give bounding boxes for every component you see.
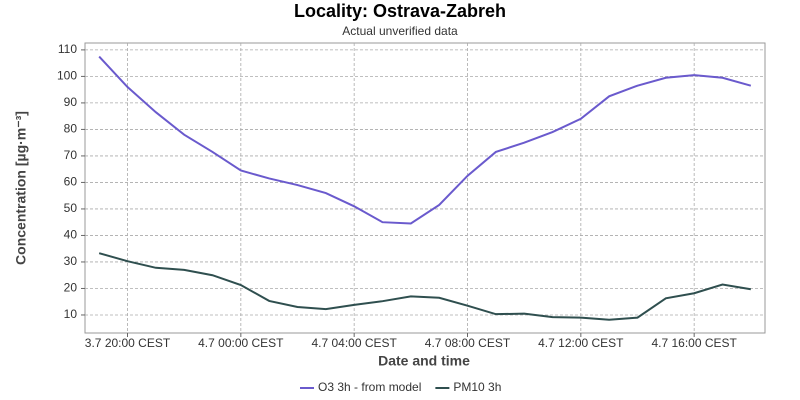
x-tick-label: 4.7 04:00 CEST	[311, 336, 397, 350]
series-line	[98, 55, 752, 225]
y-tick-label: 80	[64, 122, 78, 136]
y-tick-label: 20	[64, 281, 78, 295]
y-tick-label: 30	[64, 254, 78, 268]
y-tick-label: 110	[58, 42, 77, 56]
x-tick-label: 4.7 12:00 CEST	[538, 336, 624, 350]
x-tick-label: 4.7 08:00 CEST	[425, 336, 511, 350]
y-axis-title: Concentration [µg·m⁻³]	[13, 111, 29, 265]
y-tick-label: 40	[64, 228, 78, 242]
x-tick-label: 4.7 16:00 CEST	[651, 336, 737, 350]
y-tick-label: 90	[64, 95, 78, 109]
y-tick-label: 50	[64, 201, 78, 215]
plot-area	[84, 42, 766, 334]
x-tick-label: 4.7 00:00 CEST	[198, 336, 284, 350]
series-line	[98, 252, 751, 321]
x-axis-title: Date and time	[378, 353, 470, 369]
legend-label: PM10 3h	[453, 380, 501, 394]
y-tick-label: 100	[57, 69, 77, 83]
chart-title: Locality: Ostrava-Zabreh	[294, 1, 506, 21]
chart-subtitle: Actual unverified data	[342, 24, 458, 38]
legend-label: O3 3h - from model	[318, 380, 421, 394]
x-tick-label: 3.7 20:00 CEST	[85, 336, 171, 350]
y-tick-label: 60	[64, 175, 78, 189]
y-tick-label: 70	[64, 148, 78, 162]
y-tick-label: 10	[64, 307, 78, 321]
